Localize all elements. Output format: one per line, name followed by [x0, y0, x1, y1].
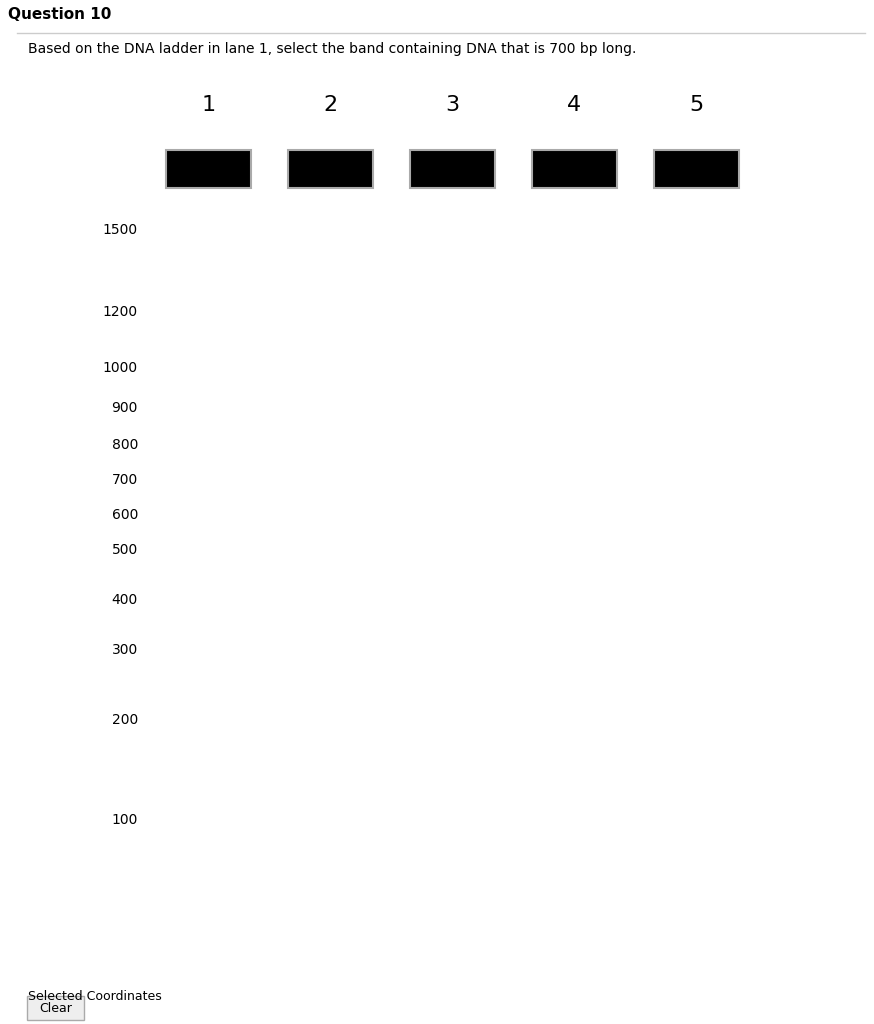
Bar	[173, 643, 245, 657]
Bar	[173, 223, 245, 237]
FancyBboxPatch shape	[27, 996, 84, 1020]
Bar	[654, 150, 739, 188]
Bar	[656, 360, 736, 376]
Text: 700: 700	[112, 473, 138, 487]
Bar	[410, 150, 495, 188]
Bar	[177, 402, 241, 414]
Bar	[169, 359, 249, 377]
Text: Question 10: Question 10	[8, 7, 111, 22]
Text: 1500: 1500	[103, 223, 138, 237]
Bar	[173, 305, 245, 319]
Text: 300: 300	[112, 643, 138, 657]
Bar	[413, 542, 493, 558]
Bar	[177, 474, 241, 486]
Bar	[531, 150, 617, 188]
Text: 200: 200	[112, 713, 138, 727]
Text: 1: 1	[202, 95, 216, 115]
Text: 400: 400	[112, 593, 138, 607]
Text: 5: 5	[689, 95, 704, 115]
Text: 800: 800	[112, 438, 138, 452]
Bar	[169, 541, 249, 559]
Text: 4: 4	[567, 95, 581, 115]
Bar	[177, 509, 241, 521]
Text: Selected Coordinates: Selected Coordinates	[28, 990, 162, 1002]
Text: 1000: 1000	[103, 361, 138, 375]
Bar	[291, 360, 371, 376]
Text: 600: 600	[112, 508, 138, 522]
Bar	[177, 594, 241, 606]
Bar	[173, 813, 245, 827]
Bar	[177, 439, 241, 451]
Text: Based on the DNA ladder in lane 1, select the band containing DNA that is 700 bp: Based on the DNA ladder in lane 1, selec…	[28, 42, 636, 56]
Text: 500: 500	[112, 543, 138, 557]
Bar	[173, 713, 245, 727]
Bar	[288, 150, 373, 188]
Bar	[413, 472, 493, 488]
Text: 3: 3	[446, 95, 460, 115]
Text: 100: 100	[112, 813, 138, 827]
Text: Clear: Clear	[39, 1001, 72, 1015]
Text: 2: 2	[323, 95, 337, 115]
Text: 1200: 1200	[103, 305, 138, 319]
Bar	[166, 150, 252, 188]
Text: 900: 900	[112, 401, 138, 415]
